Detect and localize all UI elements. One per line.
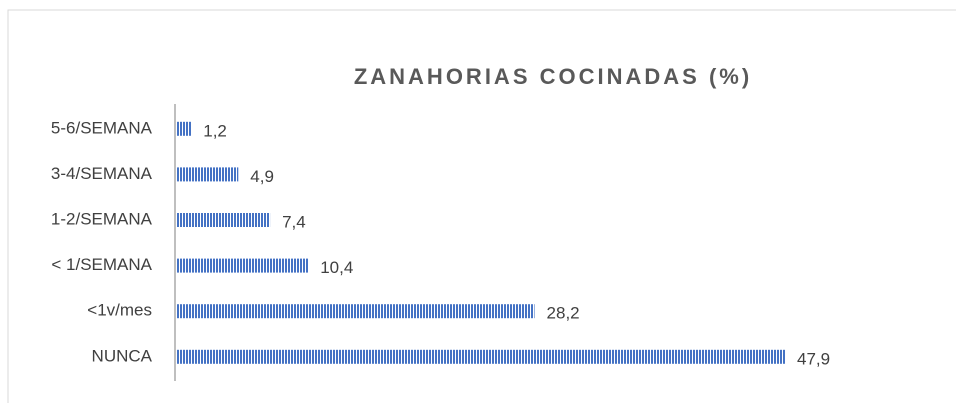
y-tick-label: 3-4/SEMANA	[51, 164, 153, 183]
y-tick-label: 1-2/SEMANA	[51, 209, 153, 228]
y-tick-label: NUNCA	[92, 346, 153, 365]
bar	[176, 121, 192, 136]
y-tick-label: < 1/SEMANA	[51, 255, 152, 274]
data-label: 28,2	[547, 304, 580, 323]
bar	[176, 213, 271, 227]
data-label: 10,4	[320, 258, 353, 277]
data-label: 47,9	[797, 349, 830, 368]
data-label: 7,4	[282, 212, 306, 231]
data-label: 4,9	[250, 167, 274, 186]
bar	[176, 167, 239, 182]
bar	[176, 258, 309, 273]
data-label: 1,2	[203, 121, 227, 140]
y-tick-label: 5-6/SEMANA	[51, 118, 153, 137]
chart-frame	[7, 9, 956, 403]
chart-title: ZANAHORIAS COCINADAS (%)	[354, 64, 752, 89]
bar	[176, 349, 785, 364]
bar	[176, 304, 535, 319]
y-tick-label: <1v/mes	[87, 301, 152, 320]
